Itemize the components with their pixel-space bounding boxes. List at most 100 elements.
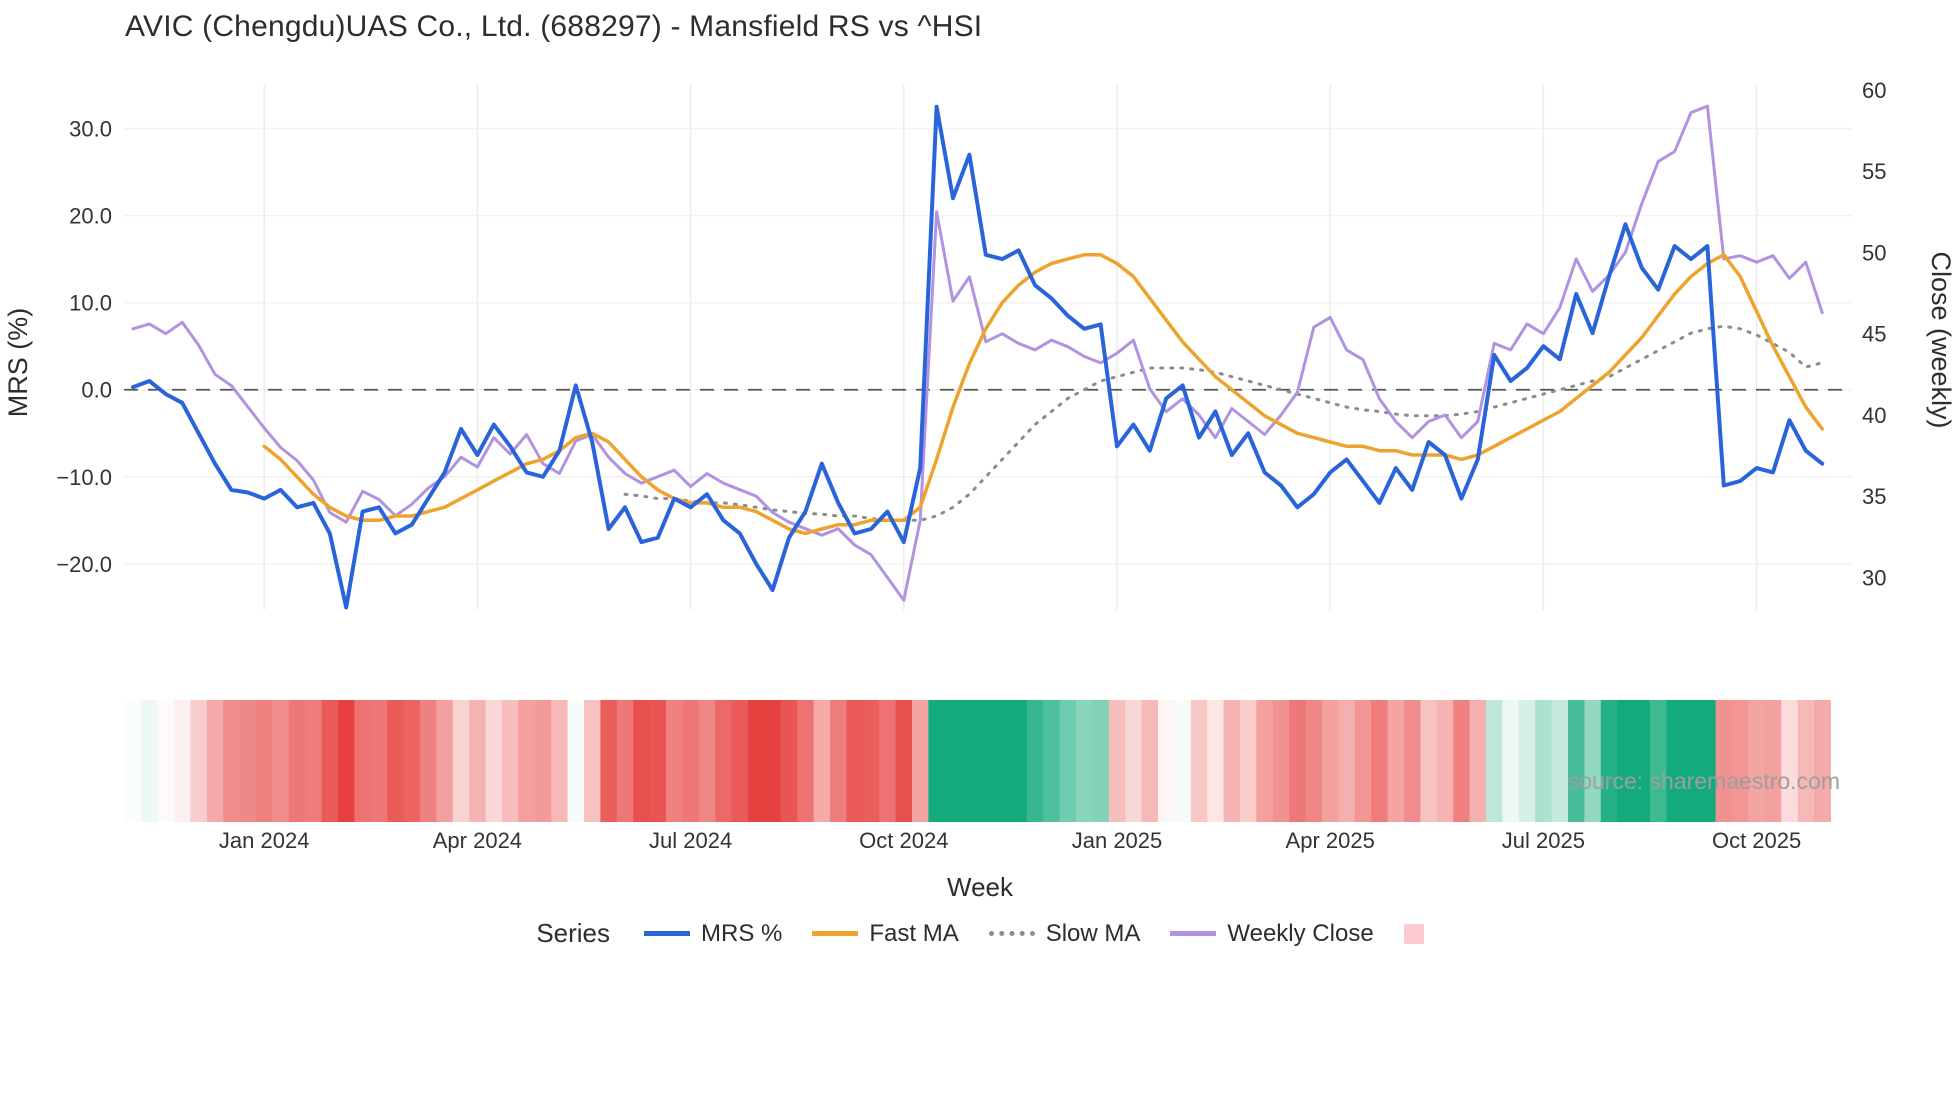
heatmap-cell <box>1682 700 1700 822</box>
heatmap-cell <box>944 700 962 822</box>
series-line-fast-ma <box>262 253 1824 536</box>
heatmap-cell <box>616 700 634 822</box>
chart-title: AVIC (Chengdu)UAS Co., Ltd. (688297) - M… <box>125 10 983 43</box>
heatmap-cell <box>1223 700 1241 822</box>
heatmap-cell <box>994 700 1011 822</box>
heatmap-cell <box>157 700 175 822</box>
heatmap-cell <box>1026 700 1044 822</box>
heatmap-cell <box>436 700 454 822</box>
series-line-mrs <box>131 104 1825 610</box>
heatmap-cell <box>1666 700 1684 822</box>
heatmap-cell <box>1305 700 1323 822</box>
heatmap-cell <box>1502 700 1520 822</box>
legend-items: MRS % Fast MA Slow MA Weekly Close <box>644 920 1424 948</box>
heatmap-cell <box>797 700 815 822</box>
heatmap-cell <box>1289 700 1307 822</box>
heatmap-cell <box>666 700 683 822</box>
heatmap-cell <box>895 700 913 822</box>
y-right-tick-label: 35 <box>1862 484 1886 509</box>
heatmap-cell <box>1650 700 1667 822</box>
heatmap-cell <box>731 700 749 822</box>
heatmap-cell <box>682 700 700 822</box>
heatmap-cell <box>1354 700 1372 822</box>
legend-item-label: Fast MA <box>869 919 959 947</box>
legend-item-slow-ma: Slow MA <box>988 920 1140 948</box>
heatmap-cell <box>1764 700 1782 822</box>
legend-line-swatch <box>988 931 1035 936</box>
legend-line-swatch <box>1170 931 1217 936</box>
heatmap-cell <box>338 700 355 822</box>
heatmap-cell <box>1518 700 1536 822</box>
heatmap-cell <box>534 700 552 822</box>
heatmap-cell <box>288 700 306 822</box>
heatmap-cell <box>1781 700 1799 822</box>
heatmap-cell <box>1748 700 1766 822</box>
heatmap-cell <box>813 700 831 822</box>
legend-item-heatmap <box>1403 923 1424 944</box>
heatmap-cell <box>1600 700 1618 822</box>
legend-line-swatch <box>812 931 859 936</box>
series-line-slow-ma <box>623 324 1824 522</box>
heatmap-cell <box>748 700 765 822</box>
heatmap-cell <box>420 700 437 822</box>
heatmap-cell <box>256 700 273 822</box>
heatmap-cell <box>1076 700 1093 822</box>
heatmap-cell <box>239 700 257 822</box>
heatmap-cell <box>928 700 946 822</box>
legend-heatmap-swatch <box>1403 923 1424 944</box>
heatmap-cell <box>403 700 421 822</box>
heatmap-cell <box>551 700 569 822</box>
y-right-tick-label: 40 <box>1862 403 1886 428</box>
x-tick-label: Jan 2024 <box>219 828 310 853</box>
heatmap-cell <box>272 700 290 822</box>
heatmap-cell <box>1420 700 1438 822</box>
y-left-tick-label: 10.0 <box>69 291 112 316</box>
heatmap-cell <box>321 700 339 822</box>
heatmap-cell <box>502 700 519 822</box>
heatmap-cell <box>698 700 716 822</box>
heatmap-cell <box>485 700 503 822</box>
heatmap-cell <box>518 700 536 822</box>
heatmap-cell <box>1174 700 1192 822</box>
heatmap-cell <box>961 700 979 822</box>
heatmap-cell <box>649 700 667 822</box>
y-left-axis-title: MRS (%) <box>3 308 33 418</box>
heatmap-cell <box>780 700 798 822</box>
heatmap-cell <box>354 700 372 822</box>
series-line-weekly-close <box>131 104 1824 602</box>
heatmap-cell <box>1404 700 1421 822</box>
heatmap-cell <box>1125 700 1143 822</box>
heatmap-cell <box>141 700 159 822</box>
x-tick-label: Jul 2024 <box>649 828 732 853</box>
legend-title: Series <box>536 918 611 948</box>
heatmap-cell <box>206 700 224 822</box>
y-left-tick-label: 20.0 <box>69 204 112 229</box>
heatmap-cell <box>1797 700 1815 822</box>
heatmap-cell <box>1469 700 1487 822</box>
x-tick-label: Jan 2025 <box>1072 828 1163 853</box>
y-left-tick-label: −20.0 <box>56 552 112 577</box>
heatmap-cell <box>1715 700 1733 822</box>
heatmap-cell <box>387 700 405 822</box>
heatmap-cell <box>305 700 323 822</box>
x-tick-label: Oct 2024 <box>859 828 948 853</box>
heatmap-cell <box>1108 700 1126 822</box>
x-axis-title: Week <box>947 872 1013 902</box>
legend-item-fast-ma: Fast MA <box>812 919 959 948</box>
heatmap-cell <box>1814 700 1831 822</box>
heatmap-cell <box>1240 700 1257 822</box>
heatmap-cell <box>1059 700 1077 822</box>
y-right-axis-title: Close (weekly) <box>1926 251 1956 428</box>
heatmap-cell <box>370 700 388 822</box>
heatmap-cell <box>977 700 995 822</box>
heatmap-cell <box>1584 700 1602 822</box>
heatmap-cell <box>1338 700 1356 822</box>
heatmap-cell <box>633 700 651 822</box>
x-tick-label: Apr 2025 <box>1286 828 1375 853</box>
y-right-tick-label: 45 <box>1862 322 1886 347</box>
heatmap-cell <box>1535 700 1553 822</box>
heatmap-cell <box>912 700 929 822</box>
y-left-tick-label: −10.0 <box>56 465 112 490</box>
